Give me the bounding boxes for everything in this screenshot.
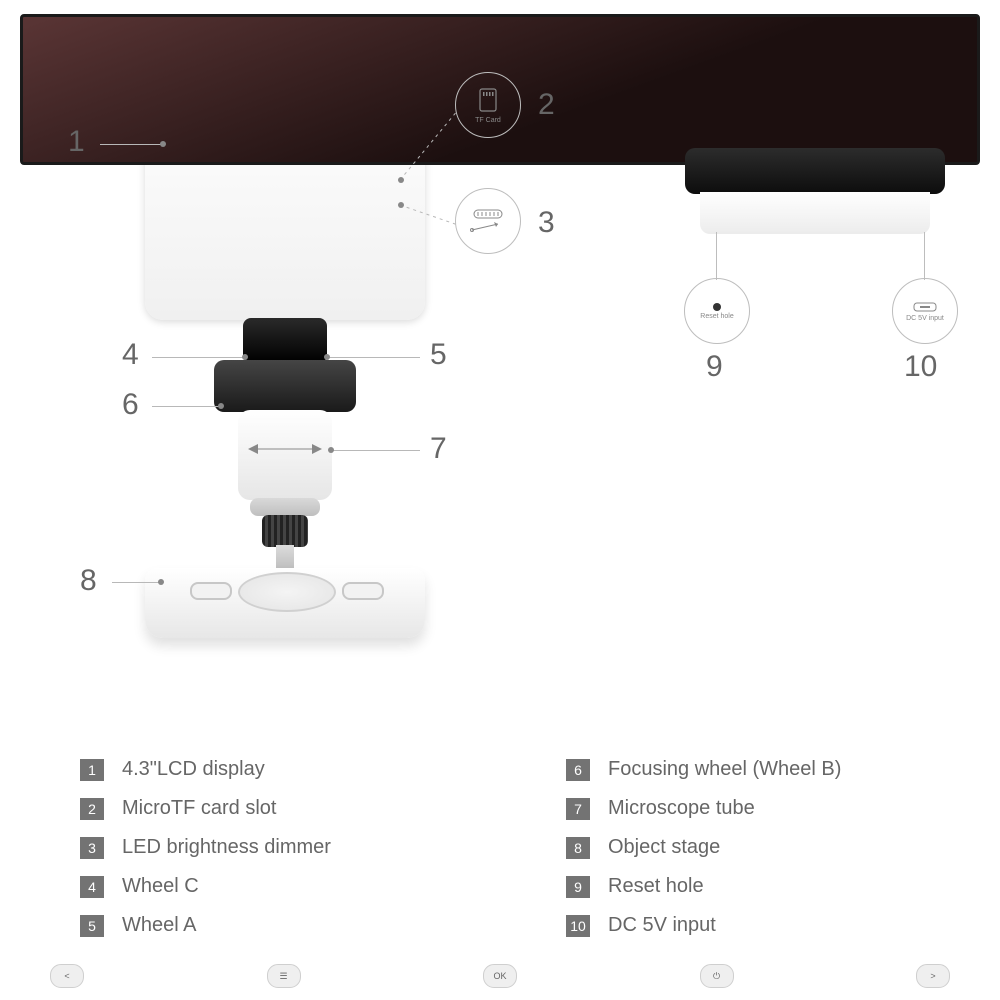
legend-label: Focusing wheel (Wheel B) [608,758,841,781]
legend-row: 5 Wheel A [80,914,331,937]
legend-badge: 10 [566,915,590,937]
legend-column-right: 6 Focusing wheel (Wheel B) 7 Microscope tu… [566,758,841,937]
callout-number-9: 9 [706,350,723,384]
legend-label: LED brightness dimmer [122,836,331,859]
legend-badge: 1 [80,759,104,781]
device-clip-left [190,582,232,600]
dc-port-icon [912,301,938,313]
leader-dot [158,579,164,585]
reset-hole-icon [713,303,721,311]
callout-number-8: 8 [80,564,97,598]
reset-caption: Reset hole [700,313,733,320]
legend-row: 1 4.3"LCD display [80,758,331,781]
legend-column-left: 1 4.3"LCD display 2 MicroTF card slot 3 LED… [80,758,331,937]
legend-badge: 4 [80,876,104,898]
legend-badge: 7 [566,798,590,820]
dimmer-icon [468,206,508,236]
legend-label: Reset hole [608,875,704,898]
leader-dot [160,141,166,147]
dc-caption: DC 5V input [906,315,944,322]
legend-label: Object stage [608,836,720,859]
leader-7 [332,450,420,451]
device-clip-right [342,582,384,600]
device-button: < [50,964,84,988]
device-button: ⏻ [700,964,734,988]
leader-dot [398,177,404,183]
leader-1 [100,144,162,145]
legend-row: 9 Reset hole [566,875,841,898]
tfcard-icon [477,87,499,113]
device-button: > [916,964,950,988]
legend-label: MicroTF card slot [122,797,276,820]
legend-row: 3 LED brightness dimmer [80,836,331,859]
callout-number-5: 5 [430,338,447,372]
leader-5 [328,357,420,358]
leader-dot [324,354,330,360]
device-neck [243,318,327,362]
legend-row: 6 Focusing wheel (Wheel B) [566,758,841,781]
device-focus-wheel [214,360,356,412]
callout-number-7: 7 [430,432,447,466]
callout-number-10: 10 [904,350,937,384]
leader-6 [152,406,220,407]
device-knob [262,515,308,547]
leader-dot [242,354,248,360]
tfcard-caption: TF Card [475,117,501,124]
device-button: ☰ [267,964,301,988]
legend-badge: 3 [80,837,104,859]
dc-icon-circle: DC 5V input [892,278,958,344]
legend-badge: 8 [566,837,590,859]
legend-label: 4.3"LCD display [122,758,265,781]
dimmer-icon-circle [455,188,521,254]
leader-dot [218,403,224,409]
legend-label: Wheel A [122,914,196,937]
device-stage-hole [238,572,336,612]
legend-badge: 6 [566,759,590,781]
legend-label: Microscope tube [608,797,755,820]
legend-row: 4 Wheel C [80,875,331,898]
legend-row: 2 MicroTF card slot [80,797,331,820]
legend-badge: 2 [80,798,104,820]
reset-icon-circle: Reset hole [684,278,750,344]
device-back-front [700,192,930,234]
tube-arrow-icon [246,440,324,458]
legend-row: 7 Microscope tube [566,797,841,820]
leader-4 [152,357,244,358]
device-tube-ring [250,498,320,516]
legend-label: Wheel C [122,875,199,898]
legend-row: 8 Object stage [566,836,841,859]
leader-9v [716,232,717,280]
device-button: OK [483,964,517,988]
infographic-canvas: < ☰ OK ⏻ > 1 TF Card 2 [0,0,1000,1000]
leader-8 [112,582,160,583]
device-button-row: < ☰ OK ⏻ > [50,964,950,990]
leader-dot [398,202,404,208]
device-back-panel [685,148,945,194]
legend-label: DC 5V input [608,914,716,937]
callout-number-4: 4 [122,338,139,372]
leader-10v [924,232,925,280]
tfcard-icon-circle: TF Card [455,72,521,138]
callout-number-6: 6 [122,388,139,422]
leader-dot [328,447,334,453]
legend-row: 10 DC 5V input [566,914,841,937]
callout-number-2: 2 [538,88,555,122]
callout-number-3: 3 [538,206,555,240]
legend-badge: 9 [566,876,590,898]
callout-number-1: 1 [68,125,85,159]
legend-badge: 5 [80,915,104,937]
